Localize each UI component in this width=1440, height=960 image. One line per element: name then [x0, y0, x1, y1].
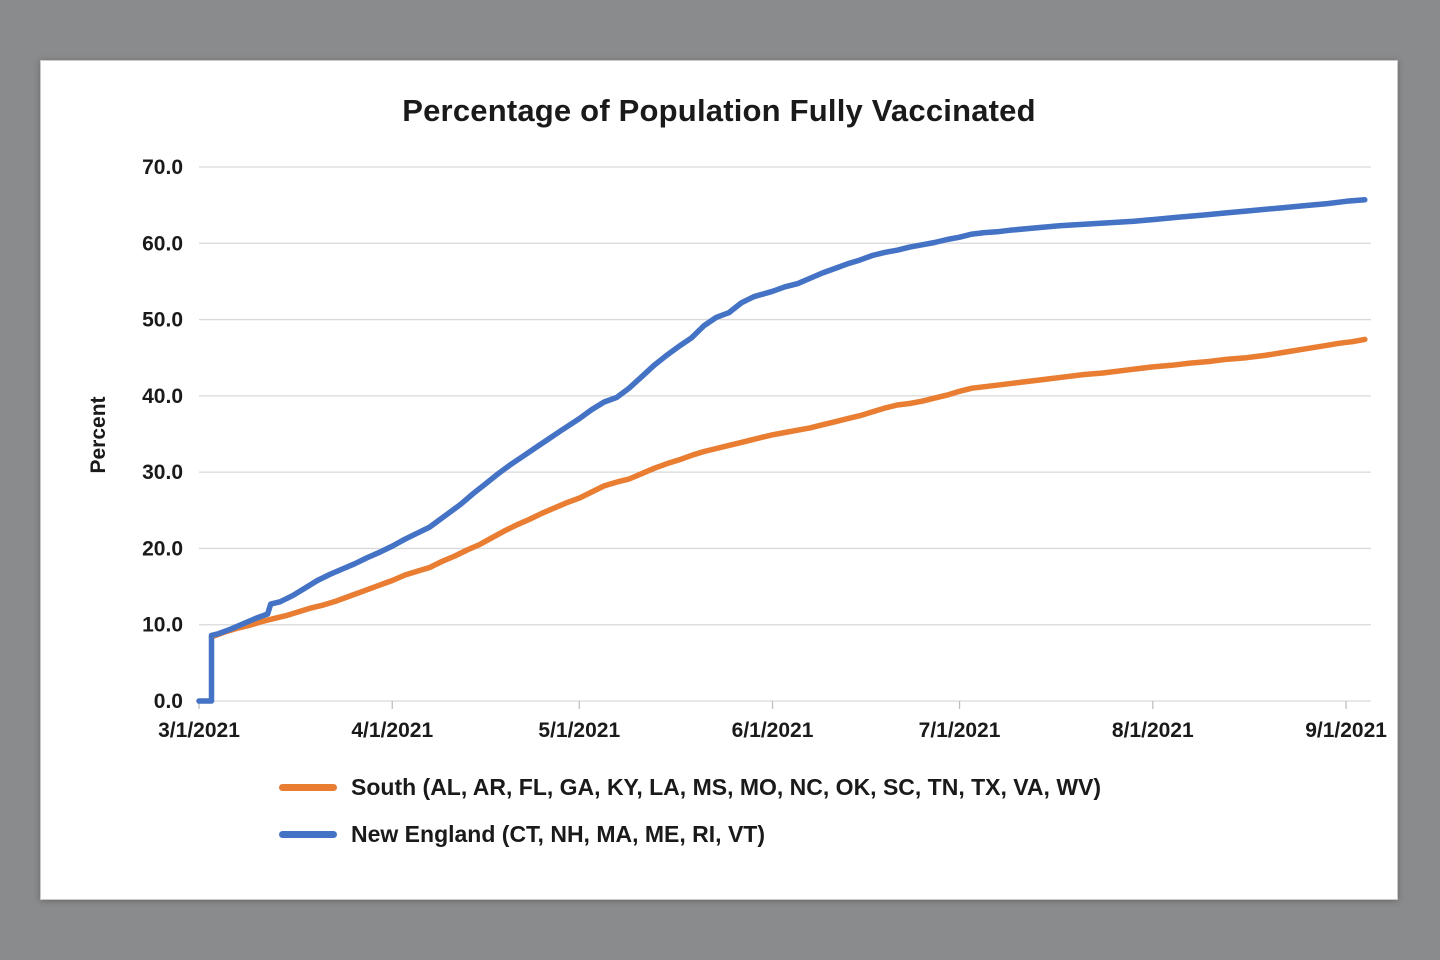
series-line-1: [196, 197, 1368, 704]
series-line-0: [208, 336, 1368, 640]
chart-card: Percentage of Population Fully Vaccinate…: [40, 60, 1398, 900]
new-england-series-swatch: [279, 831, 337, 838]
y-tick-label: 70.0: [142, 156, 183, 179]
y-tick-label: 30.0: [142, 461, 183, 484]
x-tick-label: 9/1/2021: [1305, 719, 1387, 742]
legend-item-new-england: New England (CT, NH, MA, ME, RI, VT): [279, 821, 1397, 848]
y-tick-label: 20.0: [142, 537, 183, 560]
south-series-label: South (AL, AR, FL, GA, KY, LA, MS, MO, N…: [351, 774, 1102, 800]
y-tick-label: 50.0: [142, 309, 183, 332]
x-tick-label: 3/1/2021: [158, 719, 240, 742]
chart-title: Percentage of Population Fully Vaccinate…: [402, 93, 1036, 128]
x-tick-label: 8/1/2021: [1112, 719, 1194, 742]
new-england-series-label: New England (CT, NH, MA, ME, RI, VT): [351, 821, 765, 847]
y-tick-label: 10.0: [142, 614, 183, 637]
y-tick-label: 0.0: [154, 690, 183, 713]
x-tick-label: 4/1/2021: [351, 719, 433, 742]
y-tick-label: 60.0: [142, 232, 183, 255]
chart-plot-area: Percent 0.0 10.0 20.0 30.0 40.0 50.0 60.0 70.0 3…: [41, 135, 1397, 760]
chart-legend: South (AL, AR, FL, GA, KY, LA, MS, MO, N…: [279, 774, 1397, 848]
x-tick-label: 6/1/2021: [732, 719, 814, 742]
legend-item-south: South (AL, AR, FL, GA, KY, LA, MS, MO, N…: [279, 774, 1397, 801]
x-tick-label: 5/1/2021: [538, 719, 620, 742]
line-chart-svg: 0.0 10.0 20.0 30.0 40.0 50.0 60.0 70.0 3/1/2021 4…: [142, 156, 1387, 742]
y-axis-title: Percent: [87, 396, 110, 474]
y-tick-label: 40.0: [142, 385, 183, 408]
x-tick-label: 7/1/2021: [919, 719, 1001, 742]
south-series-swatch: [279, 784, 337, 791]
